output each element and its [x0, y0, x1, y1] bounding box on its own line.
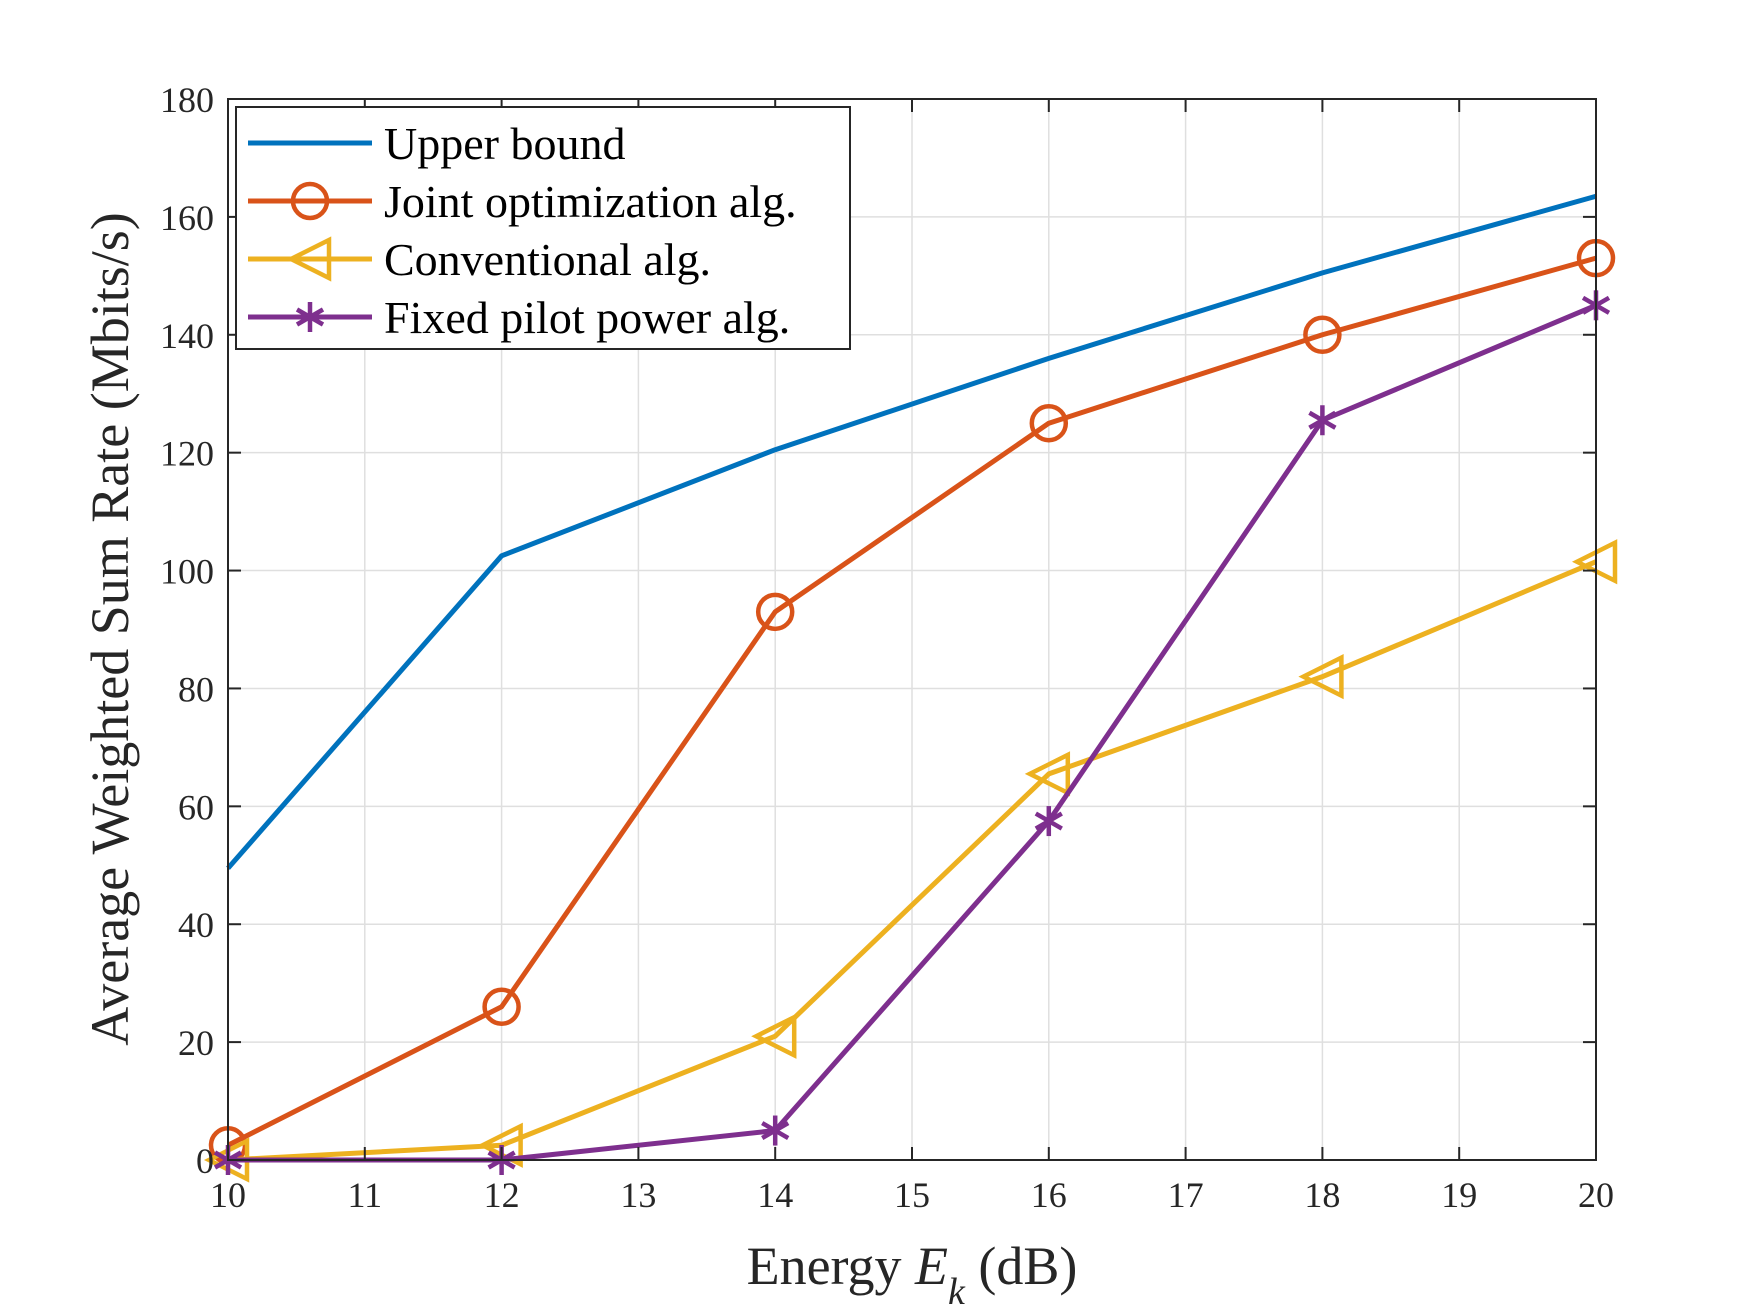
data-point-marker	[1024, 751, 1071, 797]
legend-marker	[290, 181, 330, 221]
y-tick-label: 140	[160, 316, 214, 356]
x-tick-label: 18	[1304, 1175, 1340, 1215]
y-tick-label: 180	[160, 80, 214, 120]
x-tick-label: 11	[347, 1175, 382, 1215]
data-point-marker	[751, 1013, 797, 1059]
x-tick-label: 20	[1578, 1175, 1614, 1215]
x-tick-label: 13	[620, 1175, 656, 1215]
legend-marker	[295, 302, 325, 332]
legend: Upper bound Joint optimization alg. Conven…	[235, 106, 851, 350]
x-tick-label: 17	[1168, 1175, 1204, 1215]
series-0	[226, 193, 1597, 870]
y-tick-label: 60	[178, 787, 214, 827]
series-line	[226, 255, 1597, 1148]
y-tick-label: 20	[178, 1023, 214, 1063]
data-point-marker	[755, 592, 795, 632]
data-point-marker	[1034, 806, 1063, 837]
y-tick-label: 100	[160, 552, 214, 592]
x-tick-label: 16	[1031, 1175, 1067, 1215]
y-tick-label: 160	[160, 198, 214, 238]
legend-item: Conventional alg.	[248, 234, 711, 285]
y-tick-label: 0	[196, 1141, 214, 1181]
y-axis-label: Average Weighted Sum Rate (Mbits/s)	[80, 212, 140, 1046]
grid	[228, 99, 1596, 1160]
x-axis-label-prefix: Energy	[747, 1236, 915, 1296]
x-axis-label-variable: E	[914, 1236, 948, 1296]
y-tick-label: 40	[178, 905, 214, 945]
y-tick-label: 80	[178, 669, 214, 709]
legend-label: Conventional alg.	[384, 234, 711, 285]
legend-marker	[285, 236, 332, 282]
x-tick-label: 15	[894, 1175, 930, 1215]
series-layer	[203, 193, 1618, 1183]
series-line	[226, 193, 1597, 870]
legend-box	[235, 106, 851, 350]
data-point-marker	[1308, 405, 1337, 436]
x-tick-label: 12	[484, 1175, 520, 1215]
x-axis-label-subscript: k	[948, 1271, 966, 1313]
legend-label: Upper bound	[384, 118, 625, 169]
data-point-marker	[482, 987, 521, 1026]
x-axis-label: Energy Ek (dB)	[747, 1236, 1078, 1313]
legend-label: Joint optimization alg.	[384, 176, 797, 227]
x-axis-label-suffix: (dB)	[965, 1236, 1077, 1296]
data-point-marker	[1303, 315, 1342, 355]
series-line	[227, 559, 1597, 1163]
axis-ticks: 10 11 12 13 14 15 16 17 18 19 20 0 20 40 60 80 100 120 140…	[160, 80, 1614, 1215]
data-point-marker	[1029, 403, 1069, 443]
legend-label: Fixed pilot power alg.	[384, 292, 790, 343]
x-tick-label: 10	[210, 1175, 246, 1215]
data-point-marker	[761, 1115, 790, 1146]
x-tick-label: 14	[757, 1175, 793, 1215]
legend-item: Joint optimization alg.	[248, 176, 797, 227]
legend-item: Upper bound	[248, 118, 625, 169]
data-point-marker	[1298, 654, 1344, 700]
y-tick-label: 120	[160, 434, 214, 474]
x-tick-label: 19	[1441, 1175, 1477, 1215]
legend-item: Fixed pilot power alg.	[248, 292, 790, 343]
